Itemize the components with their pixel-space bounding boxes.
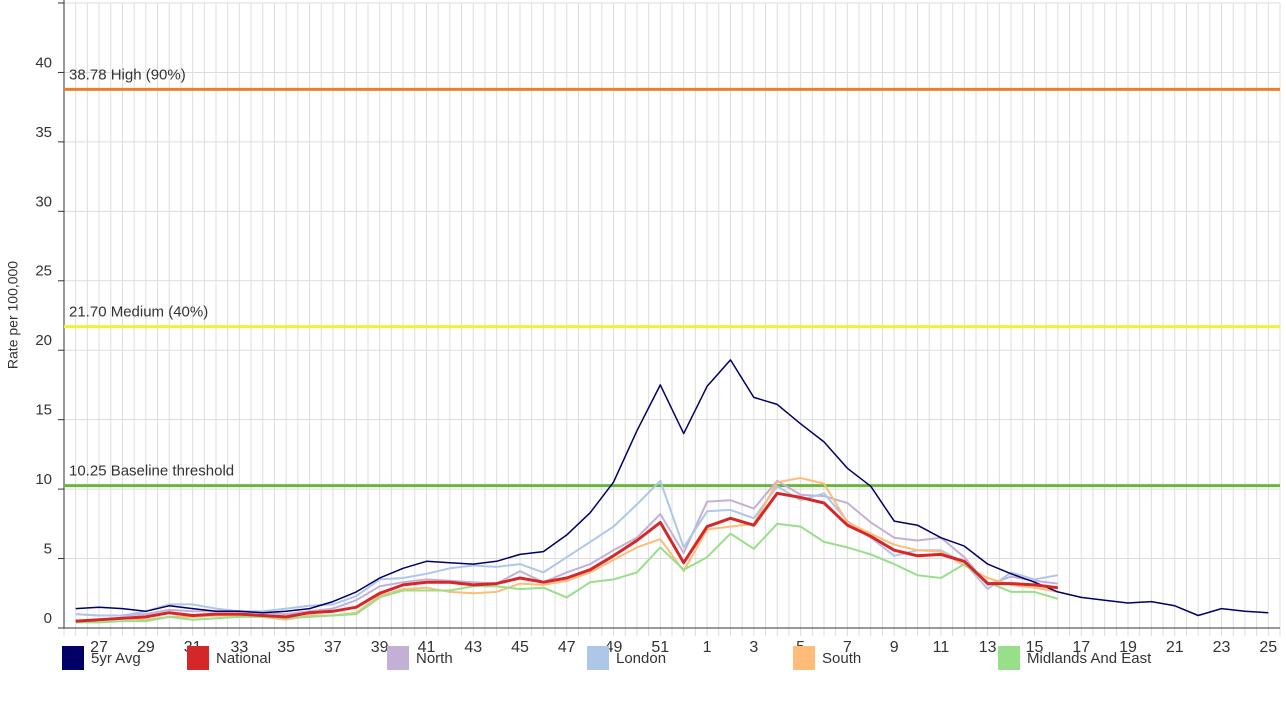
y-tick-label: 15 bbox=[35, 402, 52, 419]
legend-swatch bbox=[187, 646, 209, 670]
x-tick-label: 41 bbox=[418, 639, 436, 656]
y-tick-label: 40 bbox=[35, 54, 52, 71]
legend-label: London bbox=[616, 650, 666, 667]
x-tick-label: 9 bbox=[890, 639, 899, 656]
x-tick-label: 7 bbox=[843, 639, 852, 656]
x-tick-label: 37 bbox=[324, 639, 342, 656]
series-line bbox=[75, 522, 1059, 624]
x-tick-label: 27 bbox=[90, 639, 108, 656]
threshold-label: 21.70 Medium (40%) bbox=[69, 304, 208, 321]
x-tick-label: 33 bbox=[230, 639, 248, 656]
x-tick-label: 17 bbox=[1072, 639, 1090, 656]
threshold-label: 10.25 Baseline threshold bbox=[69, 463, 234, 480]
x-tick-label: 19 bbox=[1119, 639, 1137, 656]
legend-label: Midlands And East bbox=[1027, 650, 1152, 667]
x-tick-label: 15 bbox=[1026, 639, 1044, 656]
x-tick-label: 11 bbox=[933, 639, 950, 656]
x-tick-label: 1 bbox=[703, 639, 712, 656]
series-line bbox=[75, 359, 1269, 617]
y-axis-title: Rate per 100,000 bbox=[5, 261, 21, 369]
legend-swatch bbox=[587, 646, 609, 670]
x-tick-label: 21 bbox=[1166, 639, 1184, 656]
x-tick-label: 25 bbox=[1259, 639, 1277, 656]
legend-swatch bbox=[387, 646, 409, 670]
y-tick-label: 10 bbox=[35, 471, 52, 488]
legend-swatch bbox=[998, 646, 1020, 670]
x-tick-label: 13 bbox=[979, 639, 997, 656]
x-tick-label: 35 bbox=[277, 639, 295, 656]
x-tick-label: 23 bbox=[1213, 639, 1231, 656]
legend-swatch bbox=[793, 646, 815, 670]
y-tick-label: 45 bbox=[35, 0, 52, 2]
legend: 5yr Avg National North London South Midlands … bbox=[62, 646, 1152, 670]
legend-label: South bbox=[822, 650, 861, 667]
x-tick-label: 51 bbox=[651, 639, 669, 656]
threshold-label: 38.78 High (90%) bbox=[69, 66, 186, 83]
legend-label: National bbox=[216, 650, 271, 667]
legend-label: 5yr Avg bbox=[91, 650, 141, 667]
x-tick-label: 43 bbox=[464, 639, 482, 656]
y-tick-label: 0 bbox=[44, 610, 52, 627]
y-tick-label: 30 bbox=[35, 193, 52, 210]
legend-swatch bbox=[62, 646, 84, 670]
x-tick-label: 49 bbox=[605, 639, 623, 656]
x-tick-label: 47 bbox=[558, 639, 576, 656]
y-tick-label: 35 bbox=[35, 124, 52, 141]
x-tick-label: 3 bbox=[749, 639, 758, 656]
y-tick-label: 25 bbox=[35, 263, 52, 280]
x-tick-label: 39 bbox=[371, 639, 389, 656]
y-tick-label: 20 bbox=[35, 332, 52, 349]
x-tick-label: 29 bbox=[137, 639, 155, 656]
x-tick-label: 45 bbox=[511, 639, 529, 656]
series-line bbox=[75, 491, 1058, 623]
legend-label: North bbox=[416, 650, 453, 667]
y-tick-label: 5 bbox=[44, 541, 52, 558]
